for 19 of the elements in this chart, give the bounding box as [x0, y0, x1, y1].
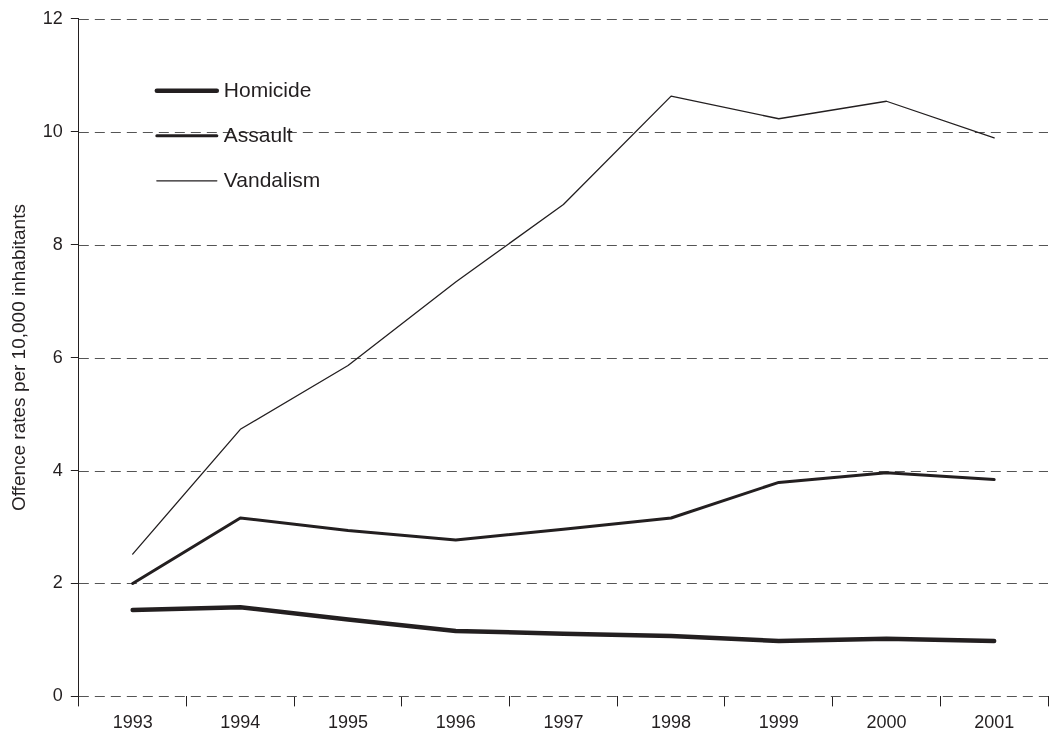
- legend-label: Homicide: [223, 77, 312, 101]
- x-tick-label: 1997: [543, 712, 584, 733]
- x-tick-label: 1999: [758, 712, 799, 733]
- legend-label: Vandalism: [223, 167, 321, 191]
- x-tick-label: 1995: [328, 712, 369, 733]
- y-tick-label: 8: [52, 233, 63, 254]
- y-tick-label: 12: [42, 7, 63, 28]
- y-tick-label: 0: [52, 685, 63, 706]
- y-tick-label: 4: [52, 459, 63, 480]
- x-tick-label: 2000: [866, 712, 907, 733]
- x-tick-label: 1998: [651, 712, 692, 733]
- x-tick-label: 1996: [435, 712, 476, 733]
- x-tick-label: 2001: [974, 712, 1015, 733]
- y-tick-label: 2: [52, 572, 63, 593]
- y-tick-label: 10: [42, 120, 63, 141]
- y-axis-title: Offence rates per 10,000 inhabitants: [7, 204, 29, 512]
- x-tick-label: 1994: [220, 712, 261, 733]
- y-tick-label: 6: [52, 346, 63, 367]
- x-tick-label: 1993: [112, 712, 153, 733]
